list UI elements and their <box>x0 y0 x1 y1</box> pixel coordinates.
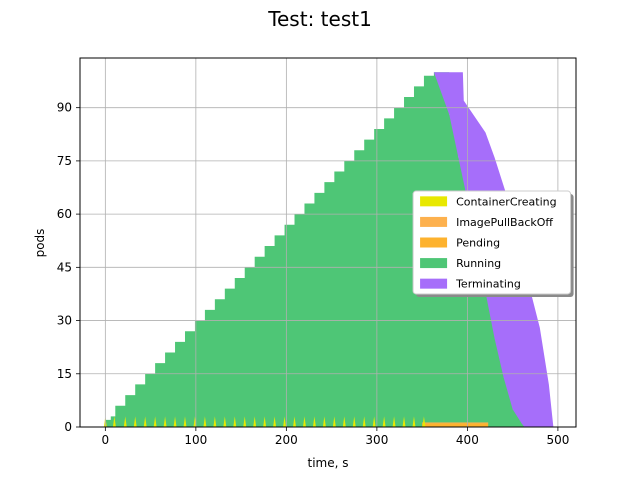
legend-entry-label: ContainerCreating <box>456 195 557 208</box>
y-tick-label: 60 <box>57 207 72 221</box>
series-containercreating-spike <box>362 416 366 427</box>
legend-swatch <box>420 216 448 227</box>
series-containercreating-spike <box>412 416 416 427</box>
legend-entry-label: Running <box>456 257 501 270</box>
y-tick-label: 15 <box>57 367 72 381</box>
series-containercreating-spike <box>243 416 247 427</box>
y-tick-label: 90 <box>57 101 72 115</box>
series-containercreating-spike <box>233 416 237 427</box>
series-containercreating-spike <box>352 416 356 427</box>
x-tick-label: 100 <box>184 433 207 447</box>
y-tick-label: 75 <box>57 154 72 168</box>
x-tick-label: 0 <box>102 433 110 447</box>
y-axis-label: pods <box>33 229 47 258</box>
y-tick-label: 0 <box>64 420 72 434</box>
x-tick-label: 400 <box>456 433 479 447</box>
series-containercreating-spike <box>253 416 257 427</box>
x-tick-label: 300 <box>365 433 388 447</box>
series-containercreating-spike <box>342 416 346 427</box>
series-containercreating-spike <box>263 416 267 427</box>
series-containercreating-spike <box>112 416 116 427</box>
series-containercreating-spike <box>143 416 147 427</box>
legend: ContainerCreating ImagePullBackOff Pending… <box>412 190 574 297</box>
series-containercreating-spike <box>372 416 376 427</box>
series-containercreating-spike <box>153 416 157 427</box>
legend-swatch <box>420 196 448 207</box>
series-containercreating-spike <box>273 416 277 427</box>
series-containercreating-spike <box>422 416 426 427</box>
series-imagepullbackoff-bar <box>422 422 489 424</box>
series-containercreating-spike <box>402 416 406 427</box>
series-containercreating-spike <box>283 416 287 427</box>
series-containercreating-spike <box>312 416 316 427</box>
series-containercreating-spike <box>332 416 336 427</box>
y-tick-label: 30 <box>57 314 72 328</box>
series-pending-bar <box>422 423 489 427</box>
series-containercreating-spike <box>392 416 396 427</box>
x-axis-label: time, s <box>308 456 349 470</box>
chart-title: Test: test1 <box>267 7 372 31</box>
series-containercreating-spike <box>382 416 386 427</box>
series-containercreating-spike <box>322 416 326 427</box>
legend-box <box>412 190 572 295</box>
series-containercreating-spike <box>173 416 177 427</box>
series-containercreating-spike <box>293 416 297 427</box>
legend-swatch <box>420 237 448 248</box>
series-containercreating-spike <box>123 416 127 427</box>
legend-swatch <box>420 278 448 289</box>
x-tick-label: 500 <box>546 433 569 447</box>
plot-frame <box>79 57 577 428</box>
series-containercreating-spike <box>213 416 217 427</box>
legend-swatch <box>420 258 448 269</box>
series-containercreating-spike <box>203 416 207 427</box>
series-containercreating-spike <box>223 416 227 427</box>
legend-entry-label: Pending <box>456 237 500 250</box>
series-containercreating-spike <box>302 416 306 427</box>
series-containercreating-spike <box>183 416 187 427</box>
y-tick-label: 45 <box>57 260 72 274</box>
legend-entry-label: ImagePullBackOff <box>456 216 553 229</box>
legend-entry-label: Terminating <box>455 278 521 291</box>
series-containercreating-spike <box>163 416 167 427</box>
series-containercreating-spike <box>133 416 137 427</box>
x-tick-label: 200 <box>275 433 298 447</box>
